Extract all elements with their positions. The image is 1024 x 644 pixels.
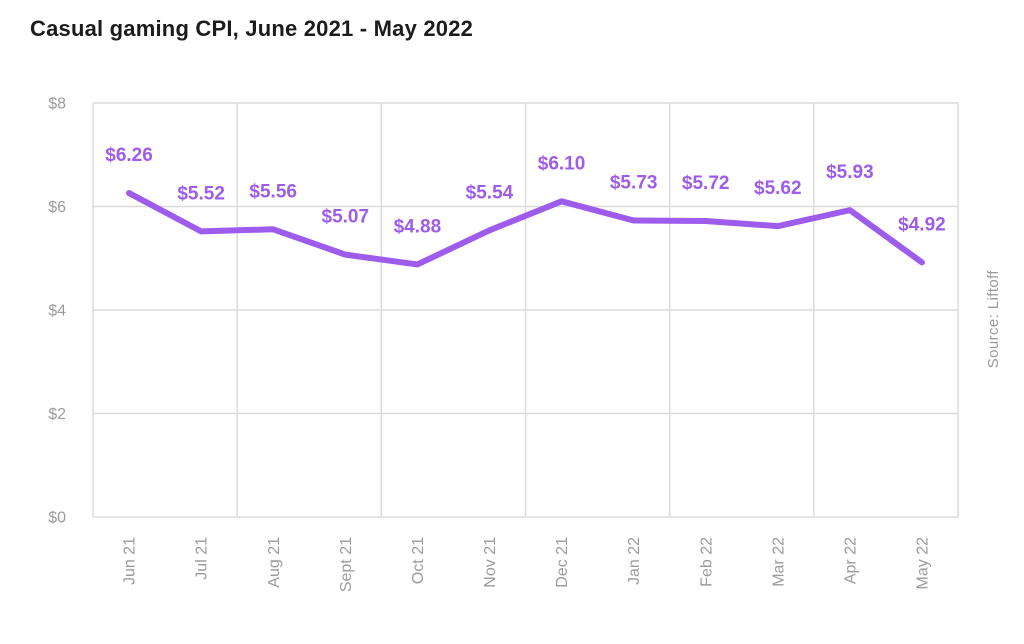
data-point-label: $6.10 (538, 153, 586, 174)
data-point-label: $5.93 (826, 162, 874, 183)
x-tick-label: Jul 21 (194, 537, 211, 580)
data-point-label: $5.62 (754, 178, 802, 199)
data-point-label: $4.88 (394, 216, 442, 237)
x-tick-label: Aug 21 (266, 537, 283, 588)
data-point-label: $6.26 (105, 145, 153, 166)
x-tick-label: Jun 21 (122, 537, 139, 585)
source-note: Source: Liftoff (985, 270, 1002, 369)
data-point-label: $5.54 (466, 182, 514, 203)
x-tick-label: Feb 22 (698, 537, 715, 587)
y-tick-label: $6 (48, 199, 66, 216)
x-tick-label: Sept 21 (338, 537, 355, 592)
x-tick-label: Nov 21 (482, 537, 499, 588)
data-point-label: $5.52 (177, 183, 225, 204)
x-tick-label: May 22 (915, 537, 932, 590)
y-tick-label: $2 (48, 406, 66, 423)
x-tick-label: Jan 22 (626, 537, 643, 585)
x-tick-label: Dec 21 (554, 537, 571, 588)
data-point-label: $5.73 (610, 172, 658, 193)
x-tick-label: Mar 22 (770, 537, 787, 587)
x-tick-label: Oct 21 (410, 537, 427, 584)
data-point-label: $4.92 (898, 214, 946, 235)
y-tick-label: $0 (48, 510, 66, 527)
y-tick-label: $4 (48, 303, 66, 320)
data-point-label: $5.72 (682, 173, 730, 194)
data-point-label: $5.07 (322, 207, 370, 228)
data-point-label: $5.56 (249, 181, 297, 202)
y-tick-label: $8 (48, 96, 66, 113)
chart-title: Casual gaming CPI, June 2021 - May 2022 (30, 16, 474, 41)
x-tick-label: Apr 22 (842, 537, 859, 584)
cpi-line-series (126, 190, 925, 268)
